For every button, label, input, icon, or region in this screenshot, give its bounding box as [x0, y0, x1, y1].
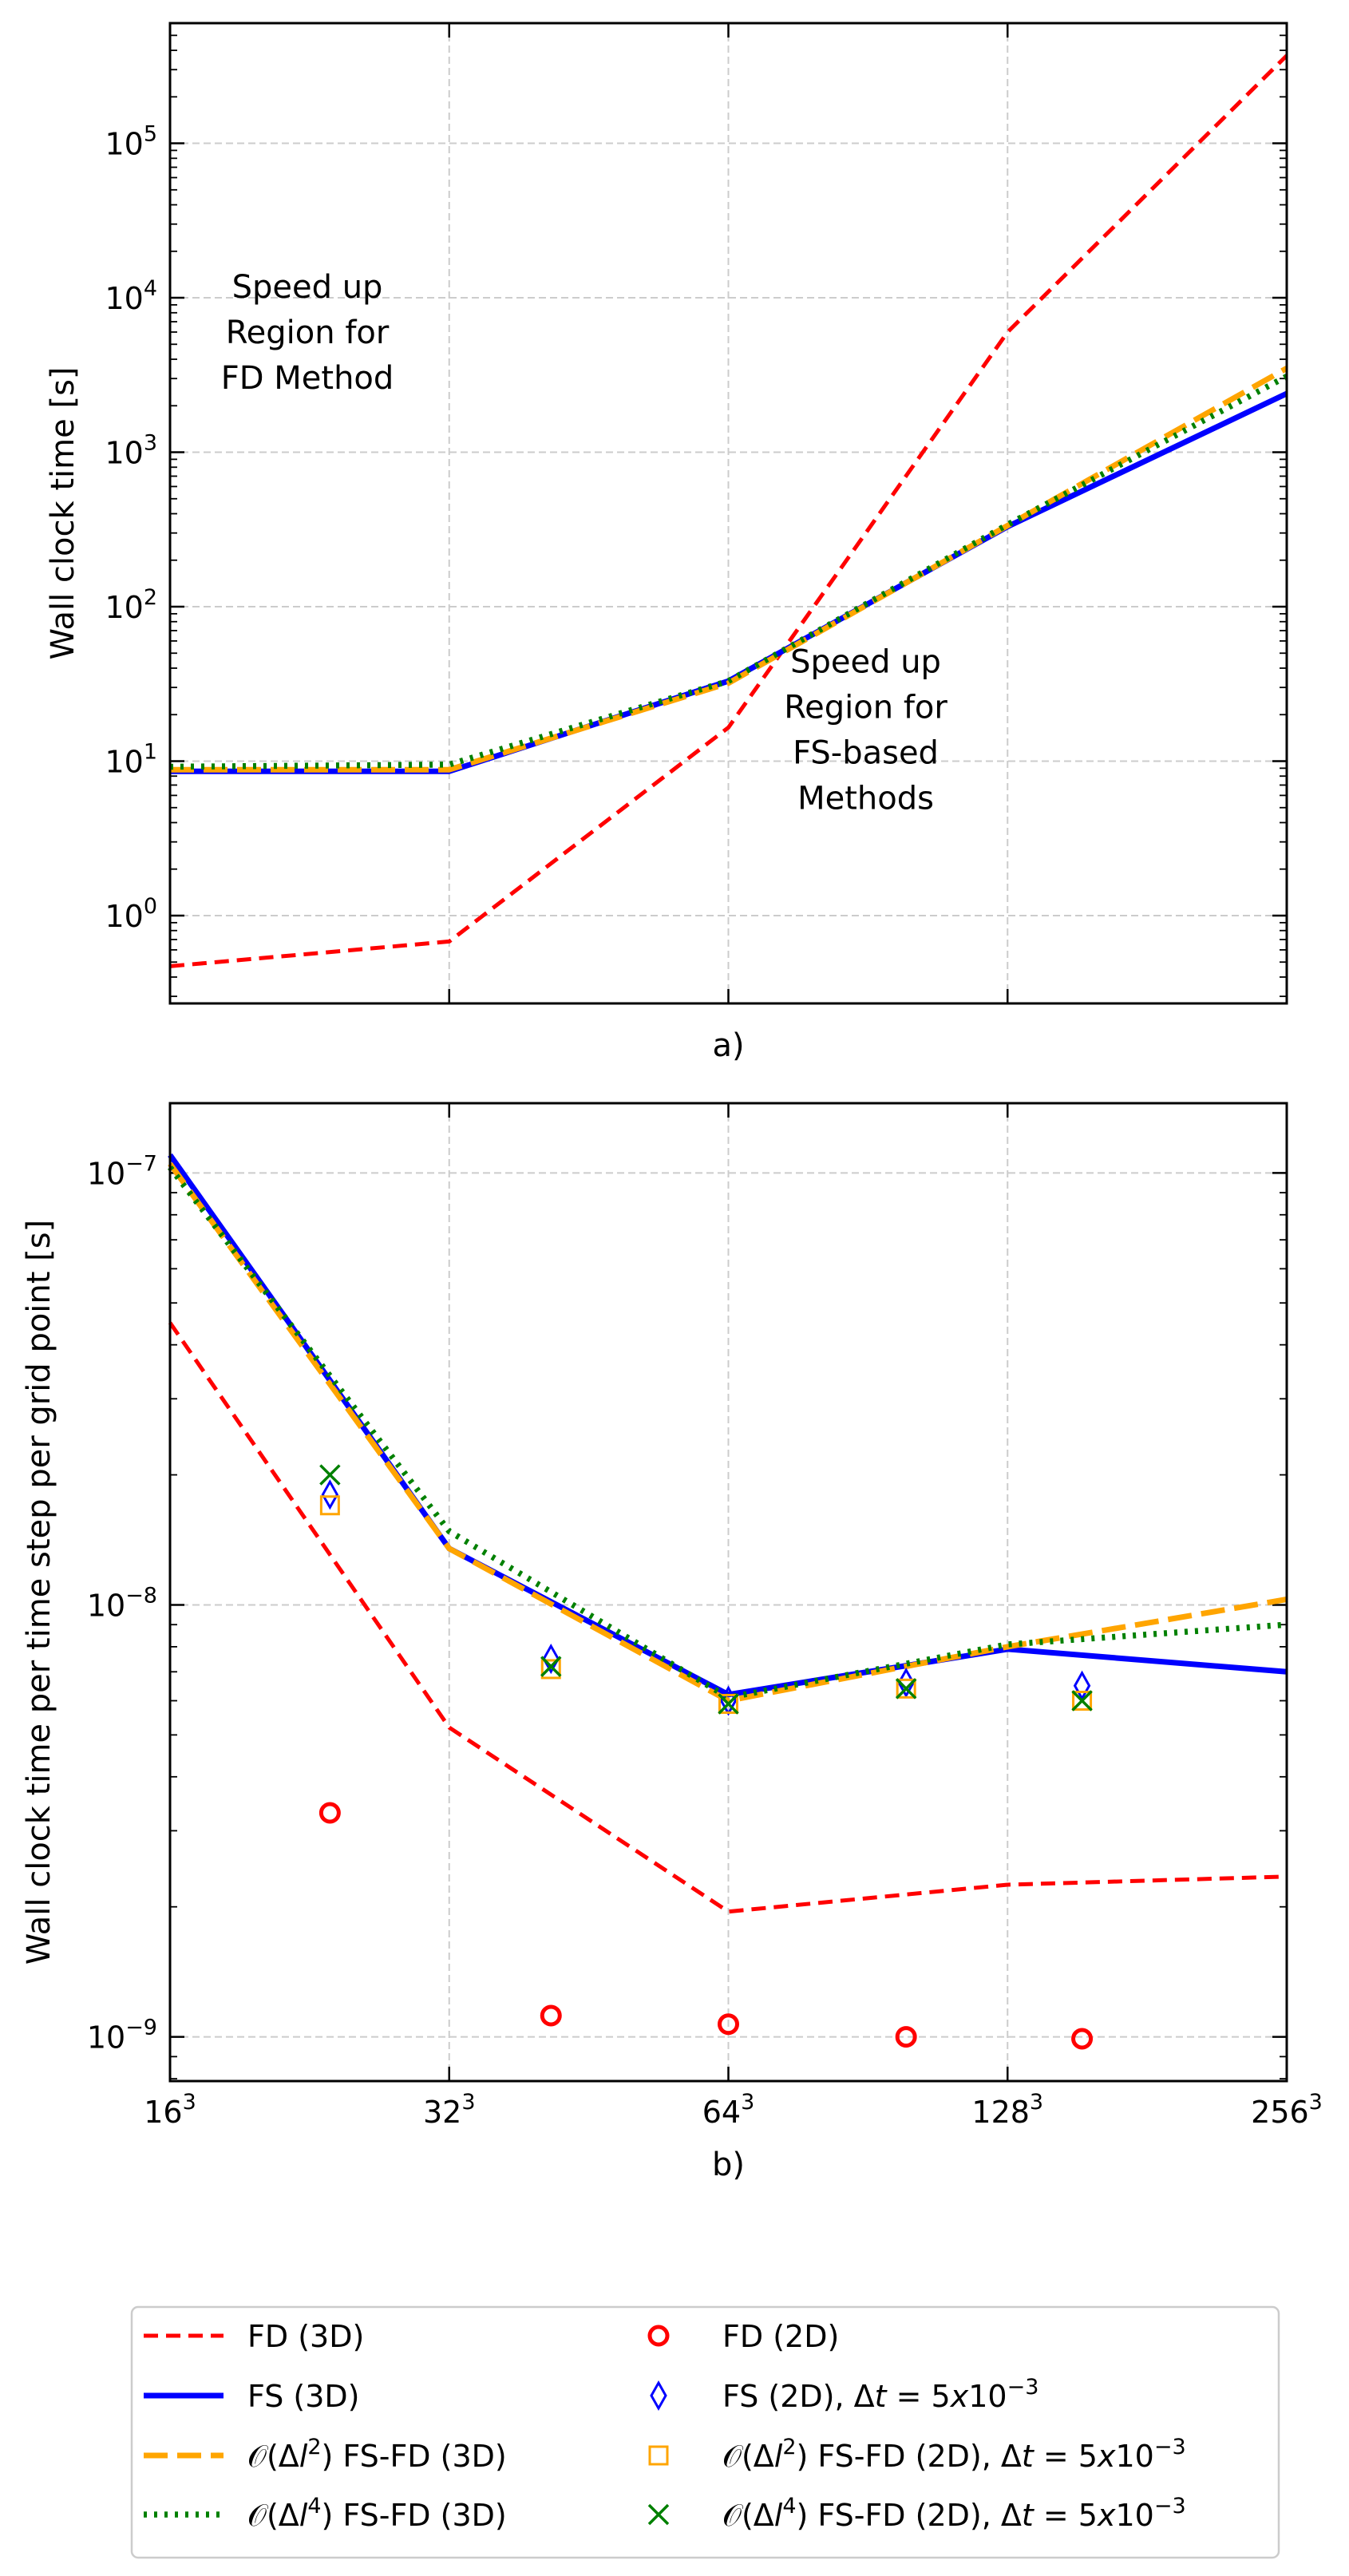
x-tick-label: 323	[423, 2090, 476, 2130]
data-point-o4_2d	[319, 1464, 341, 1486]
annotation-text: Speed up	[232, 269, 383, 306]
x-tick-label: 1283	[971, 2090, 1043, 2130]
panel-a-chart: 100 101 102 103 104 105 Speed up Region for FD M…	[45, 22, 1288, 1064]
data-point-o4_2d	[1071, 1690, 1093, 1711]
y-tick-label: 10−8	[87, 1583, 157, 1623]
legend-label-o4_2d: 𝒪(Δl4) FS-FD (2D), Δt = 5x10−3	[722, 2494, 1186, 2533]
legend-label-o2_2d: 𝒪(Δl2) FS-FD (2D), Δt = 5x10−3	[722, 2435, 1186, 2474]
legend-swatch-o2_2d	[648, 2445, 669, 2466]
annotation-text: FS-based	[793, 735, 939, 772]
legend-swatch-o4_2d	[647, 2503, 670, 2526]
y-tick-label: 104	[105, 276, 157, 316]
data-point-o2_2d	[319, 1495, 340, 1516]
data-point-fd2d	[895, 2026, 917, 2048]
data-point-o2_2d	[1072, 1691, 1093, 1711]
data-point-o2_2d	[896, 1678, 916, 1699]
x-tick-label: 643	[702, 2090, 755, 2130]
series-line-o2_3d	[168, 1161, 1288, 1703]
y-tick-label: 101	[105, 739, 157, 779]
y-tick-label: 10−9	[87, 2016, 157, 2056]
data-point-fs2d	[1073, 1670, 1091, 1701]
legend-label-o2_3d: 𝒪(Δl2) FS-FD (3D)	[247, 2435, 507, 2474]
legend-frame	[130, 2305, 1280, 2559]
annotation-text: Speed up	[790, 644, 941, 681]
plot-frame	[168, 1102, 1288, 2083]
legend-swatch-fd2d	[647, 2325, 670, 2347]
data-point-o4_2d	[895, 1678, 917, 1700]
data-point-fd2d	[540, 2004, 562, 2027]
x-axis-label: b)	[712, 2147, 745, 2183]
data-point-fd2d	[318, 1802, 341, 1824]
series-line-fs3d	[168, 1153, 1288, 1698]
legend-swatch-fs2d	[650, 2380, 667, 2412]
data-point-o4_2d	[718, 1693, 739, 1715]
data-point-o2_2d	[540, 1659, 561, 1680]
data-point-fs2d	[542, 1644, 560, 1675]
x-tick-label: 2563	[1251, 2090, 1323, 2130]
legend-label-fd2d: FD (2D)	[722, 2319, 839, 2354]
plot-frame	[168, 22, 1288, 1005]
data-point-o2_2d	[718, 1693, 738, 1714]
panel-b-chart: 10−9 10−8 10−7 163 323 643 1283 2563 Wall clock …	[21, 1102, 1323, 2183]
annotation-text: Methods	[797, 781, 934, 817]
y-axis-label: Wall clock time per time step per grid p…	[21, 1220, 57, 1965]
legend-label-o4_3d: 𝒪(Δl4) FS-FD (3D)	[247, 2494, 507, 2533]
data-point-fd2d	[718, 2013, 739, 2036]
y-axis-label: Wall clock time [s]	[45, 366, 81, 659]
series-line-o2_3d	[170, 366, 1288, 773]
data-point-fd2d	[1071, 2028, 1094, 2050]
x-axis-label: a)	[712, 1027, 744, 1064]
y-tick-label: 100	[105, 894, 157, 934]
annotation-text: Region for	[784, 690, 947, 726]
series-line-fd3d	[169, 53, 1288, 968]
y-tick-label: 10−7	[87, 1151, 157, 1191]
legend: FD (3D) FS (3D) 𝒪(Δl2) FS-FD (3D) 𝒪(Δl4) FS…	[130, 2305, 1280, 2559]
legend-label-fs3d: FS (3D)	[247, 2379, 359, 2414]
x-tick-label: 163	[144, 2090, 196, 2130]
annotation-text: Region for	[226, 315, 390, 351]
data-point-fs2d	[897, 1668, 915, 1699]
legend-label-fs2d: FS (2D), Δt = 5x10−3	[722, 2375, 1038, 2414]
data-point-fs2d	[321, 1479, 339, 1510]
data-point-o4_2d	[540, 1656, 562, 1677]
y-tick-label: 102	[105, 585, 157, 625]
legend-label-fd3d: FD (3D)	[247, 2319, 364, 2354]
annotation-text: FD Method	[221, 360, 394, 397]
y-tick-label: 105	[105, 122, 157, 162]
y-tick-label: 103	[105, 431, 157, 471]
